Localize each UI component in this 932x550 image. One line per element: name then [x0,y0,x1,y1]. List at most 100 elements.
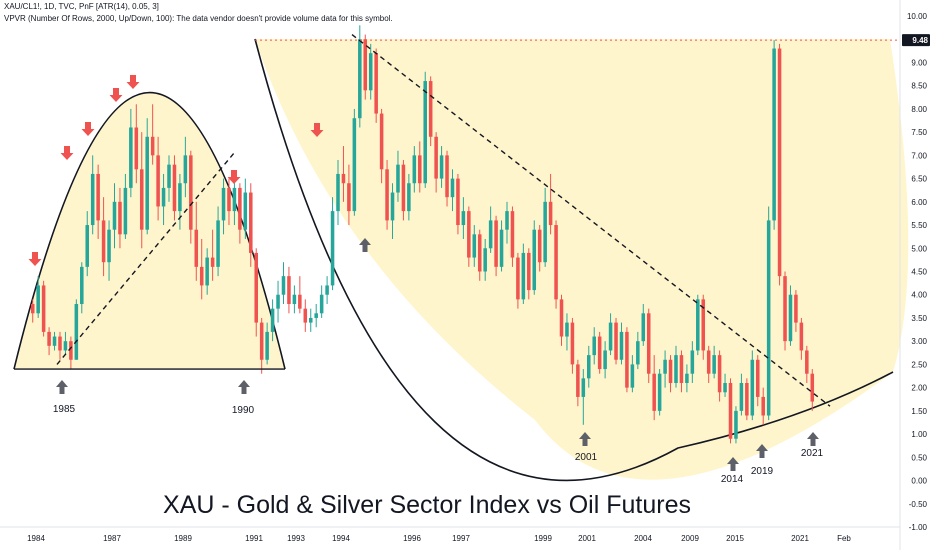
y-tick-label: 3.50 [911,314,927,323]
up-arrow-icon [579,432,591,446]
candle-body [619,331,624,360]
candle [52,331,57,351]
candle-body [734,410,738,439]
candle-body [96,173,100,221]
candle [63,331,68,356]
candle [701,294,706,360]
candle [172,155,177,221]
candle [734,406,738,444]
up-arrow-icon [756,444,768,458]
candle-body [717,355,722,393]
candle [30,299,35,323]
candle-body [352,118,357,212]
candle [352,108,357,216]
candle-body [287,276,291,305]
candle-body [559,299,564,337]
candle [216,206,220,277]
y-tick-label: 4.50 [911,268,927,277]
candle [554,220,558,309]
candle [565,313,569,351]
candle [249,183,253,267]
candle [636,331,640,370]
y-axis: 10.009.509.008.508.007.507.006.506.005.5… [899,0,930,550]
candle-body [303,308,308,323]
candle [608,313,613,356]
down-arrow-icon [28,252,42,266]
candle-body [608,322,613,351]
candle-body [739,382,744,411]
candle [739,373,744,416]
candle-body [172,164,177,212]
y-tick-label: -1.00 [909,523,928,532]
candle-body [254,252,259,323]
candle [445,150,449,207]
candle [401,160,406,221]
x-tick-label: 1999 [534,534,552,543]
candle [646,308,651,383]
year-label: 2021 [801,448,824,459]
candle-body [101,220,106,263]
cup-curve [254,38,894,482]
candle [477,229,482,281]
candle-body [249,192,253,253]
candle-body [401,164,406,212]
y-tick-label: 8.00 [911,105,927,114]
candle-body [183,155,188,184]
candle-body [52,336,57,346]
candle-body [603,350,607,370]
drawing-layer: 1985 1990 2001 2014 2019 2021 [14,34,900,485]
x-tick-label: 2004 [634,534,652,543]
candle [706,345,711,383]
candle [319,285,324,318]
candle [483,238,487,281]
candle [559,294,564,346]
candle-body [199,266,204,286]
candle [418,141,422,193]
candle-body [238,187,242,230]
candle-body [461,211,466,226]
candle [47,327,51,356]
candle-body [805,350,809,374]
candle-body [439,155,444,179]
symbol-legend[interactable]: XAU/CL1!, 1D, TVC, PnF [ATR(14), 0.05, 3… [4,2,159,11]
candle-body [281,276,286,295]
candle [112,183,117,249]
candle-body [657,373,662,411]
candle-body [423,81,427,184]
candle [363,34,368,100]
candle-body [766,220,771,416]
candle-body [270,308,275,332]
candle-body [505,211,509,230]
candle [723,373,727,397]
candle [358,25,362,128]
candle-body [745,382,749,416]
candle [516,252,520,309]
candle [761,387,765,425]
candle-body [308,317,313,323]
candle [548,173,553,235]
candle-body [630,364,635,388]
candle [58,331,62,360]
candle [107,220,111,281]
y-tick-label: 7.50 [911,128,927,137]
candle [434,132,438,193]
candle [96,164,100,239]
y-tick-label: 5.50 [911,221,927,230]
indicator-legend[interactable]: VPVR (Number Of Rows, 2000, Up/Down, 100… [4,14,393,23]
candle [794,290,798,332]
candle [396,150,400,202]
y-tick-label: 6.50 [911,175,927,184]
candle-body [712,355,716,374]
candle-body [325,285,329,295]
candle-body [548,201,553,226]
down-arrow-icon [126,75,140,89]
x-axis: 1984 1987 1989 1991 1993 1994 1996 1997 1999 2001… [0,526,900,543]
candle [134,104,139,184]
candle [161,173,166,226]
candle-body [243,192,248,230]
candle-body [794,294,798,323]
candle [412,146,417,193]
candle-body [368,53,373,91]
candle-body [58,336,62,351]
candle [696,294,700,356]
